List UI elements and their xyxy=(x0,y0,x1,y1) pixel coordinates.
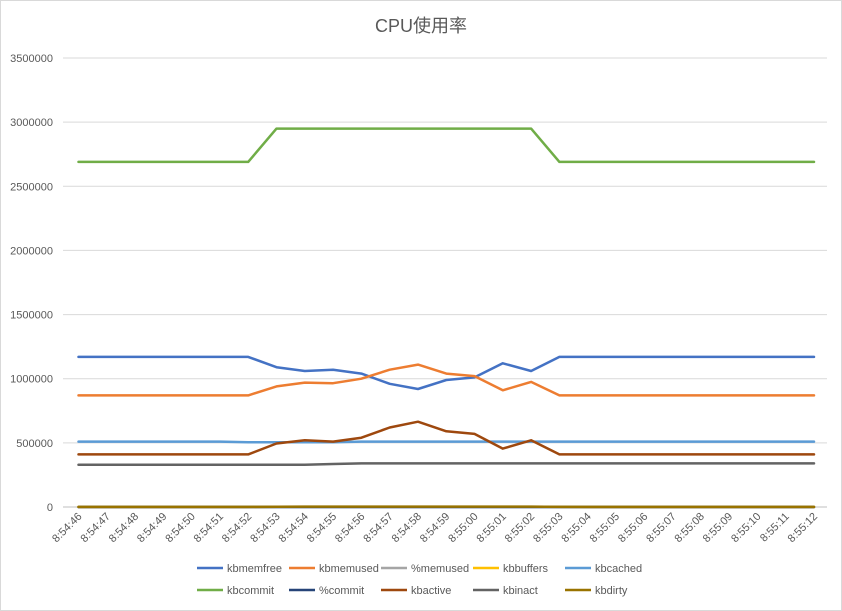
y-tick-label: 1000000 xyxy=(10,374,53,386)
x-tick-label: 8:55:10 xyxy=(729,511,763,545)
y-tick-label: 2000000 xyxy=(10,245,53,257)
legend-label: kbinact xyxy=(503,585,538,597)
x-tick-label: 8:54:52 xyxy=(220,511,254,545)
x-axis-ticks: 8:54:468:54:478:54:488:54:498:54:508:54:… xyxy=(50,511,820,545)
legend-label: kbcached xyxy=(595,563,642,575)
x-tick-label: 8:55:03 xyxy=(531,511,565,545)
series-line-kbmemused xyxy=(77,363,816,397)
x-tick-label: 8:55:08 xyxy=(673,511,707,545)
y-axis-ticks: 0 500000 1000000 1500000 2000000 2500000 30000… xyxy=(10,53,53,514)
legend-label: %commit xyxy=(319,585,364,597)
x-tick-label: 8:54:46 xyxy=(50,511,84,545)
x-tick-label: 8:54:48 xyxy=(107,511,141,545)
x-tick-label: 8:54:58 xyxy=(390,511,424,545)
x-tick-label: 8:55:06 xyxy=(616,511,650,545)
y-tick-label: 3000000 xyxy=(10,117,53,129)
series-line-kbinact xyxy=(77,462,816,466)
x-tick-label: 8:55:05 xyxy=(588,511,622,545)
x-tick-label: 8:55:09 xyxy=(701,511,735,545)
legend-label: kbdirty xyxy=(595,585,628,597)
series-line-kbmemfree xyxy=(77,355,816,391)
x-tick-label: 8:54:56 xyxy=(333,511,367,545)
y-tick-label: 500000 xyxy=(16,438,53,450)
series-line-kbcommit xyxy=(77,127,816,164)
x-tick-label: 8:54:55 xyxy=(305,511,339,545)
x-tick-label: 8:55:02 xyxy=(503,511,537,545)
x-tick-label: 8:54:54 xyxy=(276,511,310,545)
x-tick-label: 8:54:57 xyxy=(361,511,395,545)
chart-title: CPU使用率 xyxy=(375,16,467,36)
legend: kbmemfree kbmemused %memused kbbuffers kbcac… xyxy=(197,563,642,597)
series-line-kbcached xyxy=(77,440,816,444)
x-tick-label: 8:54:51 xyxy=(192,511,226,545)
legend-label: kbcommit xyxy=(227,585,274,597)
legend-label: %memused xyxy=(411,563,469,575)
x-tick-label: 8:54:49 xyxy=(135,511,169,545)
legend-label: kbactive xyxy=(411,585,451,597)
x-tick-label: 8:55:11 xyxy=(758,511,792,545)
x-tick-label: 8:55:04 xyxy=(559,511,593,545)
legend-label: kbmemused xyxy=(319,563,379,575)
x-tick-label: 8:55:12 xyxy=(786,511,820,545)
x-tick-label: 8:55:07 xyxy=(644,511,678,545)
x-tick-label: 8:55:01 xyxy=(475,511,509,545)
series-lines xyxy=(77,127,816,509)
x-tick-label: 8:54:50 xyxy=(163,511,197,545)
y-tick-label: 2500000 xyxy=(10,181,53,193)
y-tick-label: 3500000 xyxy=(10,53,53,65)
legend-label: kbbuffers xyxy=(503,563,549,575)
y-tick-label: 0 xyxy=(47,502,53,514)
x-tick-label: 8:55:00 xyxy=(446,511,480,545)
y-tick-label: 1500000 xyxy=(10,310,53,322)
legend-label: kbmemfree xyxy=(227,563,282,575)
series-line-kbactive xyxy=(77,420,816,456)
x-tick-label: 8:54:47 xyxy=(78,511,112,545)
x-tick-label: 8:54:53 xyxy=(248,511,282,545)
x-tick-label: 8:54:59 xyxy=(418,511,452,545)
gridlines xyxy=(63,57,827,508)
